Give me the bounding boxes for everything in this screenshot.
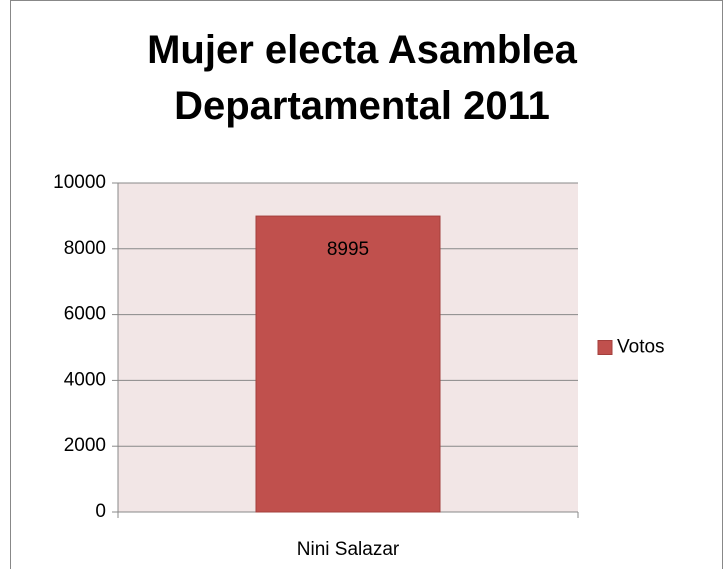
chart-title: Mujer electa Asamblea Departamental 2011 xyxy=(147,28,577,128)
legend-swatch xyxy=(597,340,613,355)
y-tick-label: 8000 xyxy=(64,238,106,259)
y-tick-label: 4000 xyxy=(64,369,106,390)
x-tick-label: Nini Salazar xyxy=(297,539,400,560)
y-tick-label: 6000 xyxy=(64,304,106,325)
y-tick-label: 2000 xyxy=(64,435,106,456)
y-tick-label: 10000 xyxy=(53,172,106,193)
bar xyxy=(255,215,441,513)
data-label: 8995 xyxy=(327,239,369,260)
y-tick-label: 0 xyxy=(95,501,106,522)
legend-label: Votos xyxy=(617,337,665,358)
